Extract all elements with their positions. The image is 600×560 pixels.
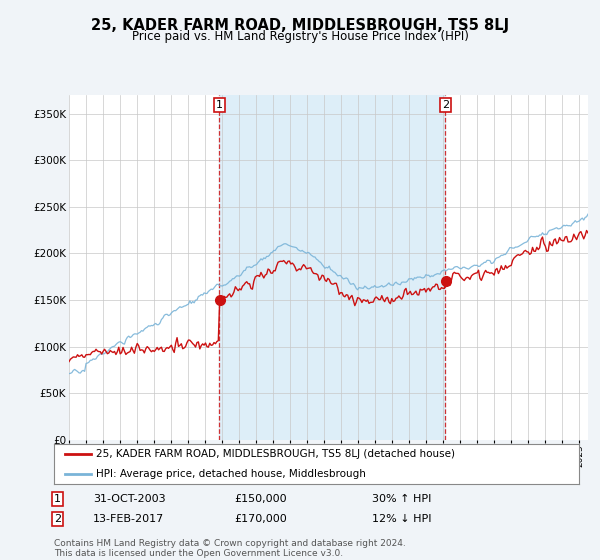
Text: 13-FEB-2017: 13-FEB-2017 bbox=[93, 514, 164, 524]
Text: £150,000: £150,000 bbox=[234, 494, 287, 504]
Text: Contains HM Land Registry data © Crown copyright and database right 2024.
This d: Contains HM Land Registry data © Crown c… bbox=[54, 539, 406, 558]
Text: 31-OCT-2003: 31-OCT-2003 bbox=[93, 494, 166, 504]
Text: 12% ↓ HPI: 12% ↓ HPI bbox=[372, 514, 431, 524]
Text: HPI: Average price, detached house, Middlesbrough: HPI: Average price, detached house, Midd… bbox=[96, 469, 366, 479]
Text: 30% ↑ HPI: 30% ↑ HPI bbox=[372, 494, 431, 504]
Text: 1: 1 bbox=[54, 494, 61, 504]
Text: 2: 2 bbox=[442, 100, 449, 110]
Text: Price paid vs. HM Land Registry's House Price Index (HPI): Price paid vs. HM Land Registry's House … bbox=[131, 30, 469, 43]
Bar bbox=[219, 95, 445, 440]
Text: 2: 2 bbox=[54, 514, 61, 524]
Text: £170,000: £170,000 bbox=[234, 514, 287, 524]
Text: 25, KADER FARM ROAD, MIDDLESBROUGH, TS5 8LJ: 25, KADER FARM ROAD, MIDDLESBROUGH, TS5 … bbox=[91, 18, 509, 33]
Text: 1: 1 bbox=[216, 100, 223, 110]
Text: 25, KADER FARM ROAD, MIDDLESBROUGH, TS5 8LJ (detached house): 25, KADER FARM ROAD, MIDDLESBROUGH, TS5 … bbox=[96, 449, 455, 459]
